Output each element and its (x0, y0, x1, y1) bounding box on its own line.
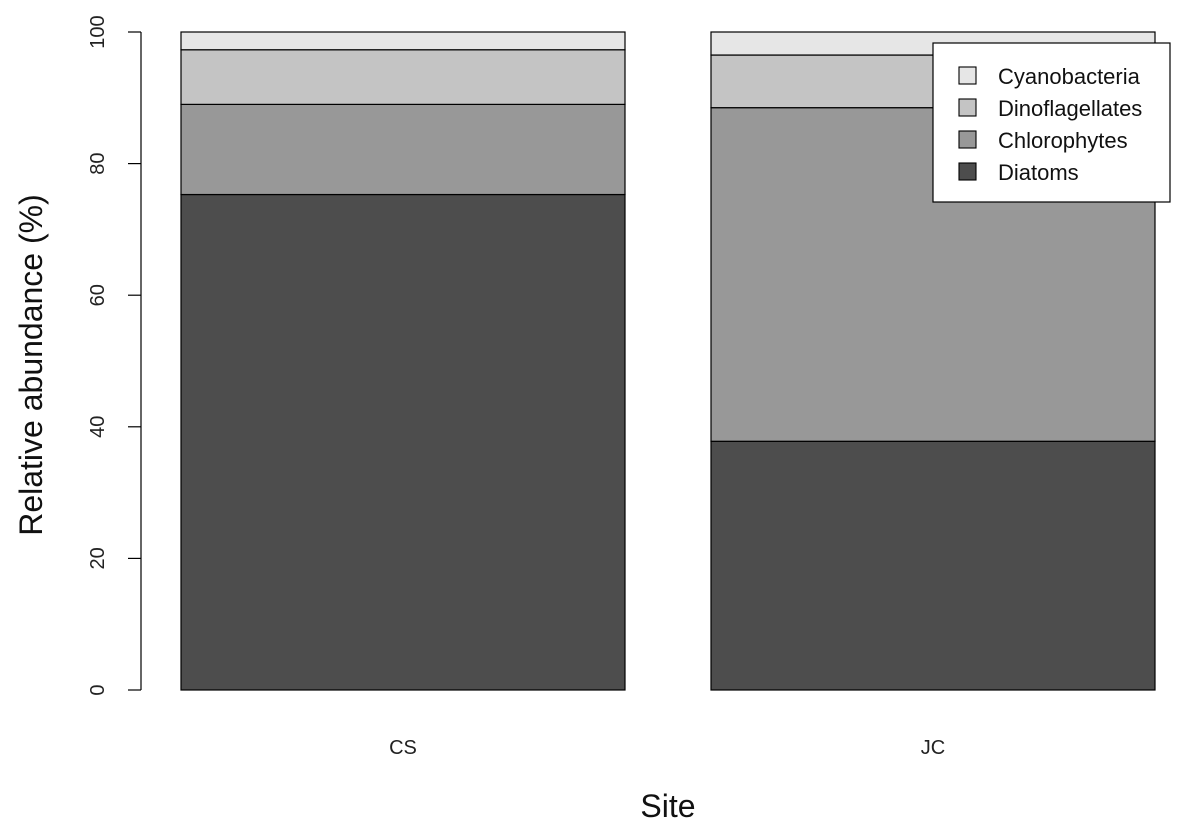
bar-segment-cs-cyanobacteria (180, 31, 626, 51)
y-tick-label: 0 (87, 684, 109, 695)
legend-swatch-chlorophytes (958, 130, 977, 149)
x-tick-label: JC (921, 737, 945, 759)
bar-segment-cs-chlorophytes (180, 103, 626, 196)
legend-swatch-cyanobacteria (958, 66, 977, 85)
bar-segment-jc-diatoms (710, 440, 1156, 691)
y-tick-label: 40 (87, 416, 109, 438)
bar-segment-cs-diatoms (180, 193, 626, 691)
legend-label-cyanobacteria: Cyanobacteria (998, 64, 1141, 89)
legend-label-diatoms: Diatoms (998, 160, 1079, 185)
y-tick-label: 100 (87, 15, 109, 48)
y-tick-label: 20 (87, 547, 109, 569)
legend-label-dinoflagellates: Dinoflagellates (998, 96, 1142, 121)
y-tick-label: 80 (87, 152, 109, 174)
bar-segment-cs-dinoflagellates (180, 49, 626, 105)
x-axis: CS JC (389, 737, 945, 759)
y-axis-title: Relative abundance (%) (13, 194, 49, 536)
x-axis-title: Site (640, 788, 695, 824)
x-tick-label: CS (389, 737, 417, 759)
legend: Cyanobacteria Dinoflagellates Chlorophytes… (932, 42, 1171, 203)
legend-label-chlorophytes: Chlorophytes (998, 128, 1128, 153)
legend-swatch-dinoflagellates (958, 98, 977, 117)
y-tick-label: 60 (87, 284, 109, 306)
y-axis: 0 20 40 60 80 100 (87, 15, 142, 696)
legend-swatch-diatoms (958, 162, 977, 181)
